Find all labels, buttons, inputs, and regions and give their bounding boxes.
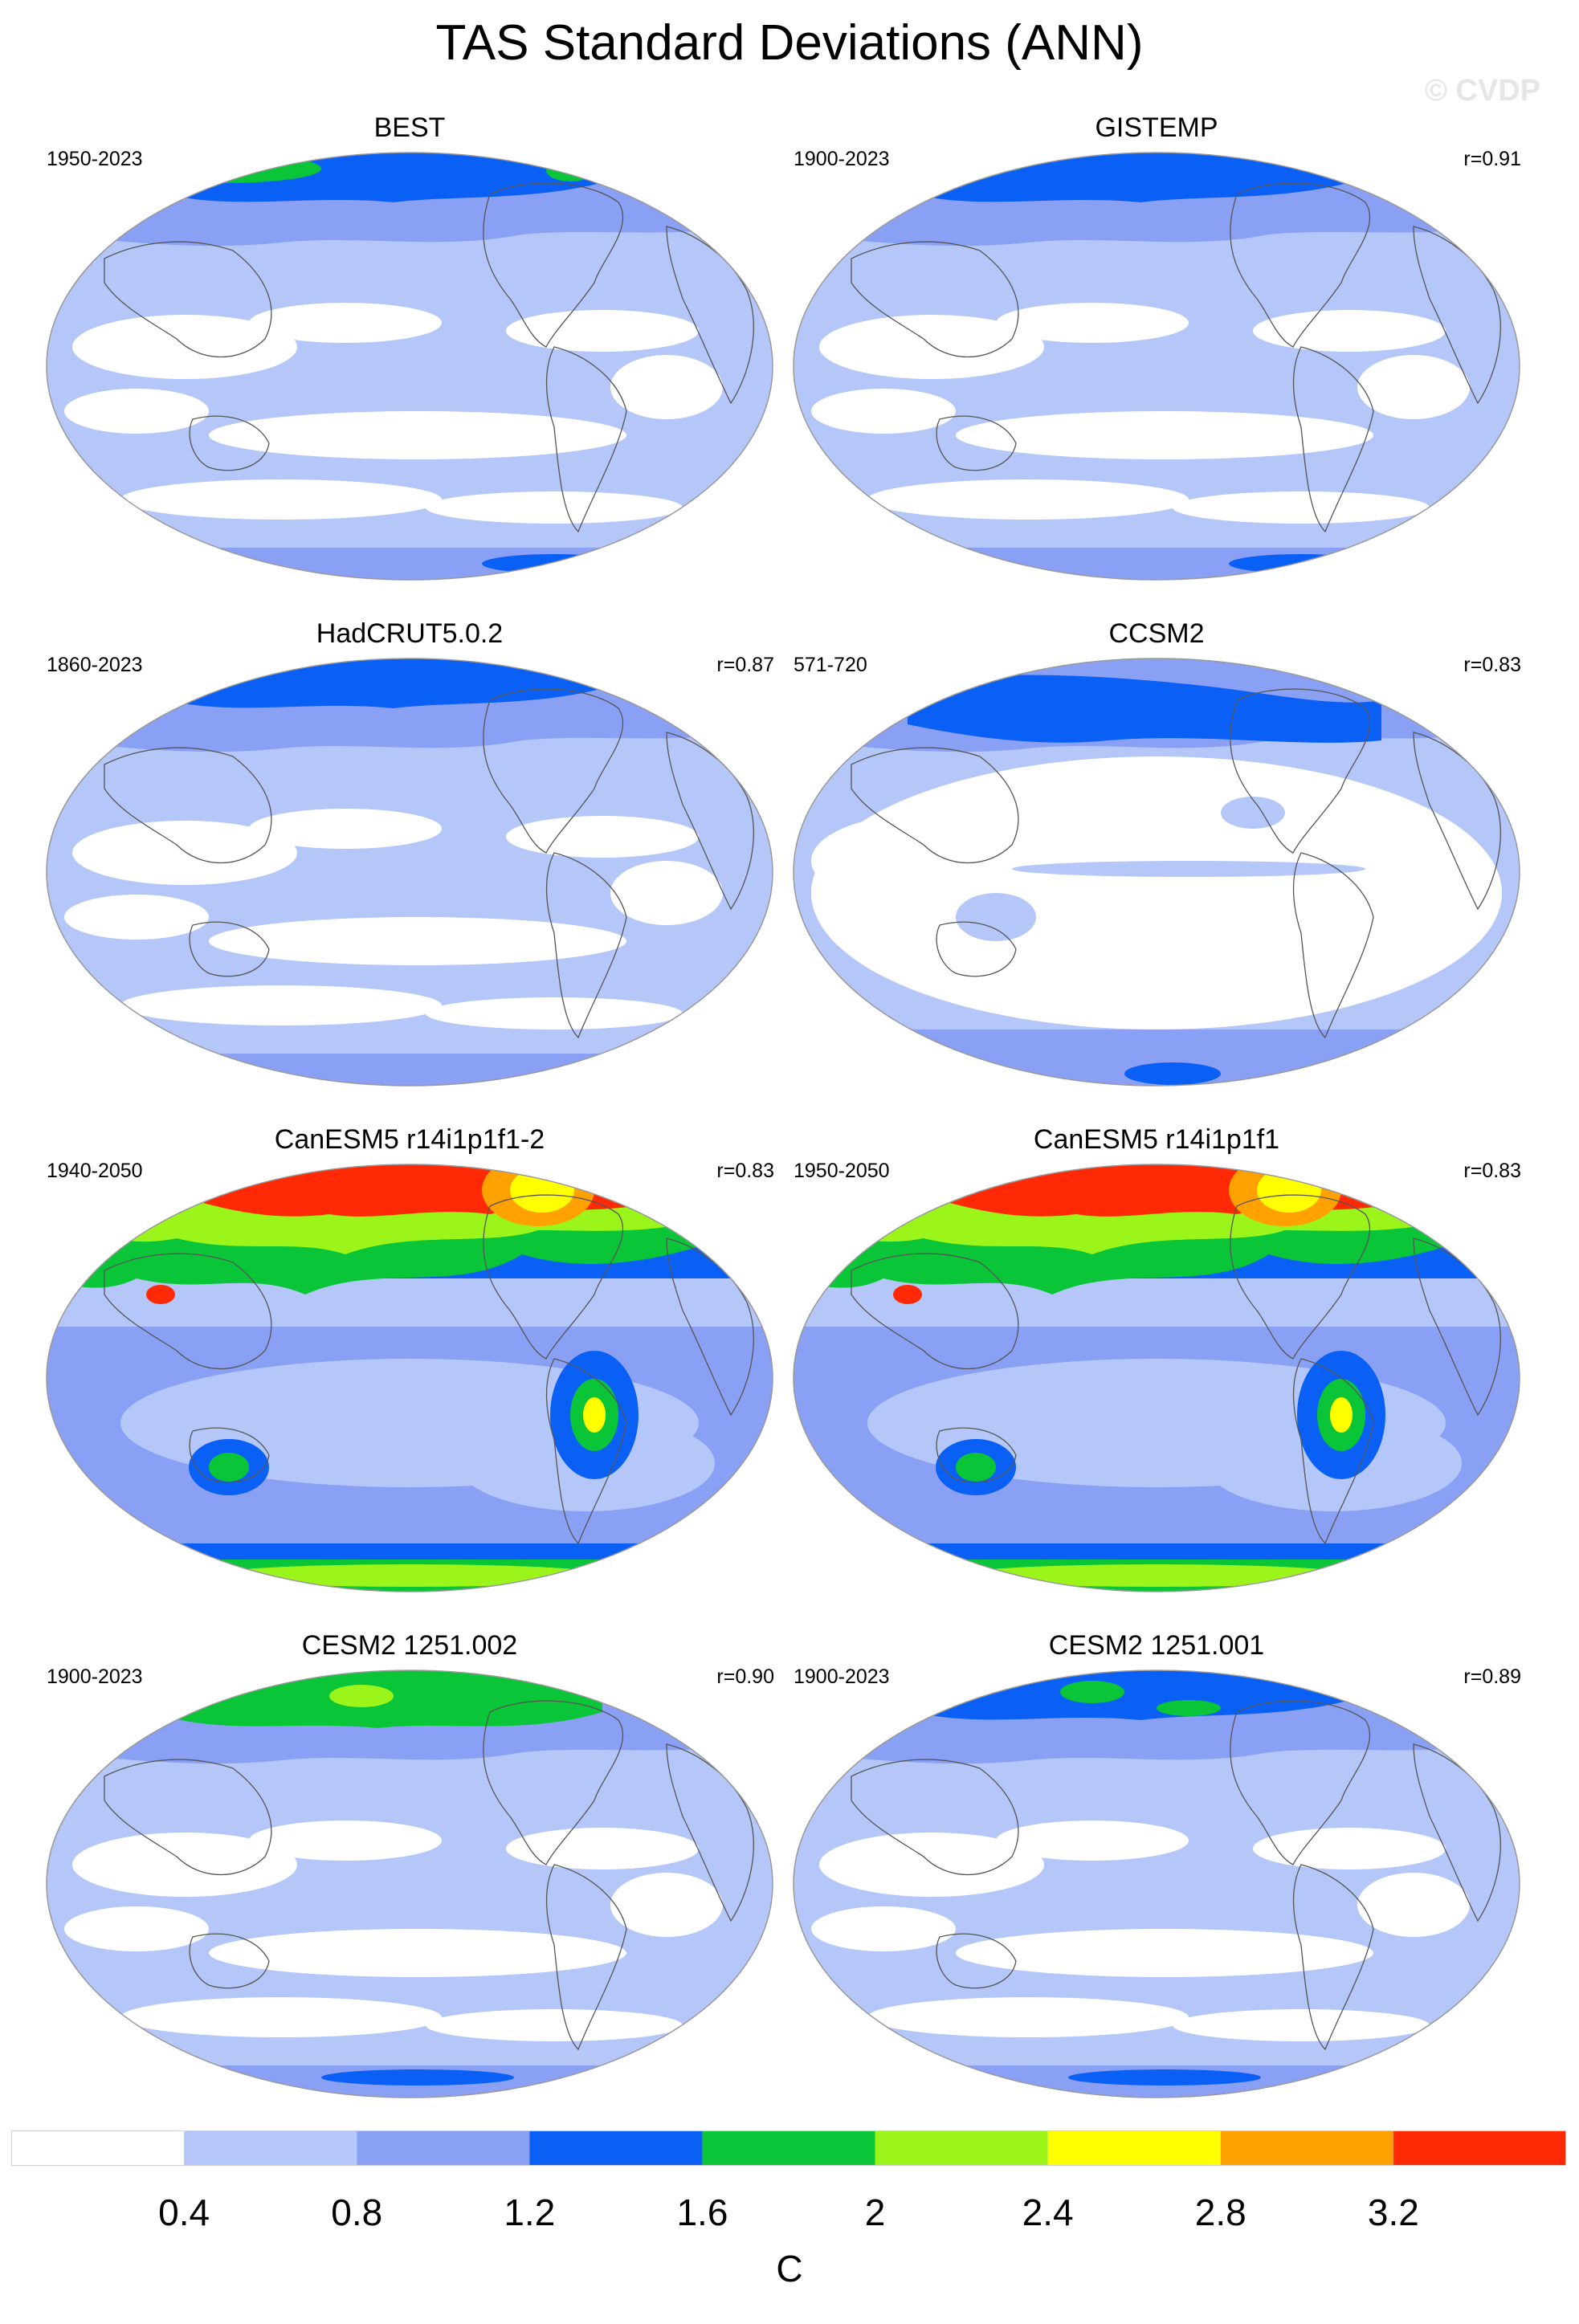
panel-correlation: r=0.91 bbox=[1463, 148, 1521, 170]
world-map bbox=[793, 1670, 1520, 2098]
watermark: © CVDP bbox=[1424, 74, 1540, 108]
world-map bbox=[793, 1164, 1520, 1592]
colorbar-swatch bbox=[184, 2130, 357, 2166]
world-map bbox=[793, 658, 1520, 1087]
world-map bbox=[793, 152, 1520, 581]
panel-years: 1950-2023 bbox=[47, 148, 143, 170]
panel-years: 1900-2023 bbox=[794, 1666, 890, 1688]
world-map bbox=[46, 1164, 773, 1592]
panel-title: CanESM5 r14i1p1f1-2 bbox=[274, 1124, 545, 1155]
colorbar-swatch bbox=[357, 2130, 530, 2166]
colorbar-tick-label: 2.4 bbox=[1022, 2191, 1074, 2233]
panel-correlation: r=0.89 bbox=[1463, 1666, 1521, 1688]
map-panel: CESM2 1251.002 1900-2023 r=0.90 bbox=[40, 1630, 779, 2104]
panel-years: 1940-2050 bbox=[47, 1160, 143, 1182]
colorbar-swatch bbox=[1220, 2130, 1393, 2166]
map-panel: CESM2 1251.001 1900-2023 r=0.89 bbox=[787, 1630, 1526, 2104]
panel-title: BEST bbox=[373, 112, 446, 143]
colorbar-tick-label: 1.2 bbox=[504, 2191, 556, 2233]
panel-title: CESM2 1251.001 bbox=[1048, 1630, 1265, 1661]
colorbar-tick-label: 1.6 bbox=[676, 2191, 728, 2233]
colorbar-units: C bbox=[776, 2248, 803, 2289]
colorbar-swatch bbox=[1047, 2130, 1221, 2166]
colorbar-swatch bbox=[1393, 2130, 1566, 2166]
colorbar-tick-label: 3.2 bbox=[1367, 2191, 1419, 2233]
panel-correlation: r=0.83 bbox=[1463, 1160, 1521, 1182]
colorbar bbox=[11, 2130, 1566, 2166]
map-panel: CCSM2 571-720 r=0.83 bbox=[787, 618, 1526, 1092]
panel-correlation: r=0.87 bbox=[716, 654, 774, 676]
colorbar-tick-label: 2 bbox=[864, 2191, 886, 2233]
panel-correlation: r=0.83 bbox=[716, 1160, 774, 1182]
panel-years: 571-720 bbox=[794, 654, 867, 676]
colorbar-tick-label: 2.8 bbox=[1194, 2191, 1246, 2233]
panel-title: GISTEMP bbox=[1095, 112, 1218, 143]
panel-correlation: r=0.83 bbox=[1463, 654, 1521, 676]
panel-title: HadCRUT5.0.2 bbox=[316, 618, 504, 649]
page-title: TAS Standard Deviations (ANN) bbox=[435, 15, 1144, 71]
colorbar-swatch bbox=[11, 2130, 185, 2166]
world-map bbox=[46, 152, 773, 581]
panel-correlation: r=0.90 bbox=[716, 1666, 774, 1688]
panel-title: CESM2 1251.002 bbox=[301, 1630, 518, 1661]
map-panel: HadCRUT5.0.2 1860-2023 r=0.87 bbox=[40, 618, 779, 1092]
map-panel: GISTEMP 1900-2023 r=0.91 bbox=[787, 112, 1526, 586]
panel-years: 1860-2023 bbox=[47, 654, 143, 676]
colorbar-swatch bbox=[702, 2130, 875, 2166]
panel-title: CanESM5 r14i1p1f1 bbox=[1033, 1124, 1280, 1155]
panel-years: 1900-2023 bbox=[47, 1666, 143, 1688]
world-map bbox=[46, 658, 773, 1087]
colorbar-tick-label: 0.8 bbox=[331, 2191, 383, 2233]
map-panel: CanESM5 r14i1p1f1-2 1940-2050 r=0.83 bbox=[40, 1124, 779, 1598]
panel-years: 1900-2023 bbox=[794, 148, 890, 170]
panel-title: CCSM2 bbox=[1108, 618, 1205, 649]
colorbar-swatch bbox=[529, 2130, 703, 2166]
map-panel: CanESM5 r14i1p1f1 1950-2050 r=0.83 bbox=[787, 1124, 1526, 1598]
panel-years: 1950-2050 bbox=[794, 1160, 890, 1182]
world-map bbox=[46, 1670, 773, 2098]
colorbar-swatch bbox=[875, 2130, 1048, 2166]
map-panel: BEST 1950-2023 bbox=[40, 112, 779, 586]
colorbar-tick-label: 0.4 bbox=[158, 2191, 210, 2233]
